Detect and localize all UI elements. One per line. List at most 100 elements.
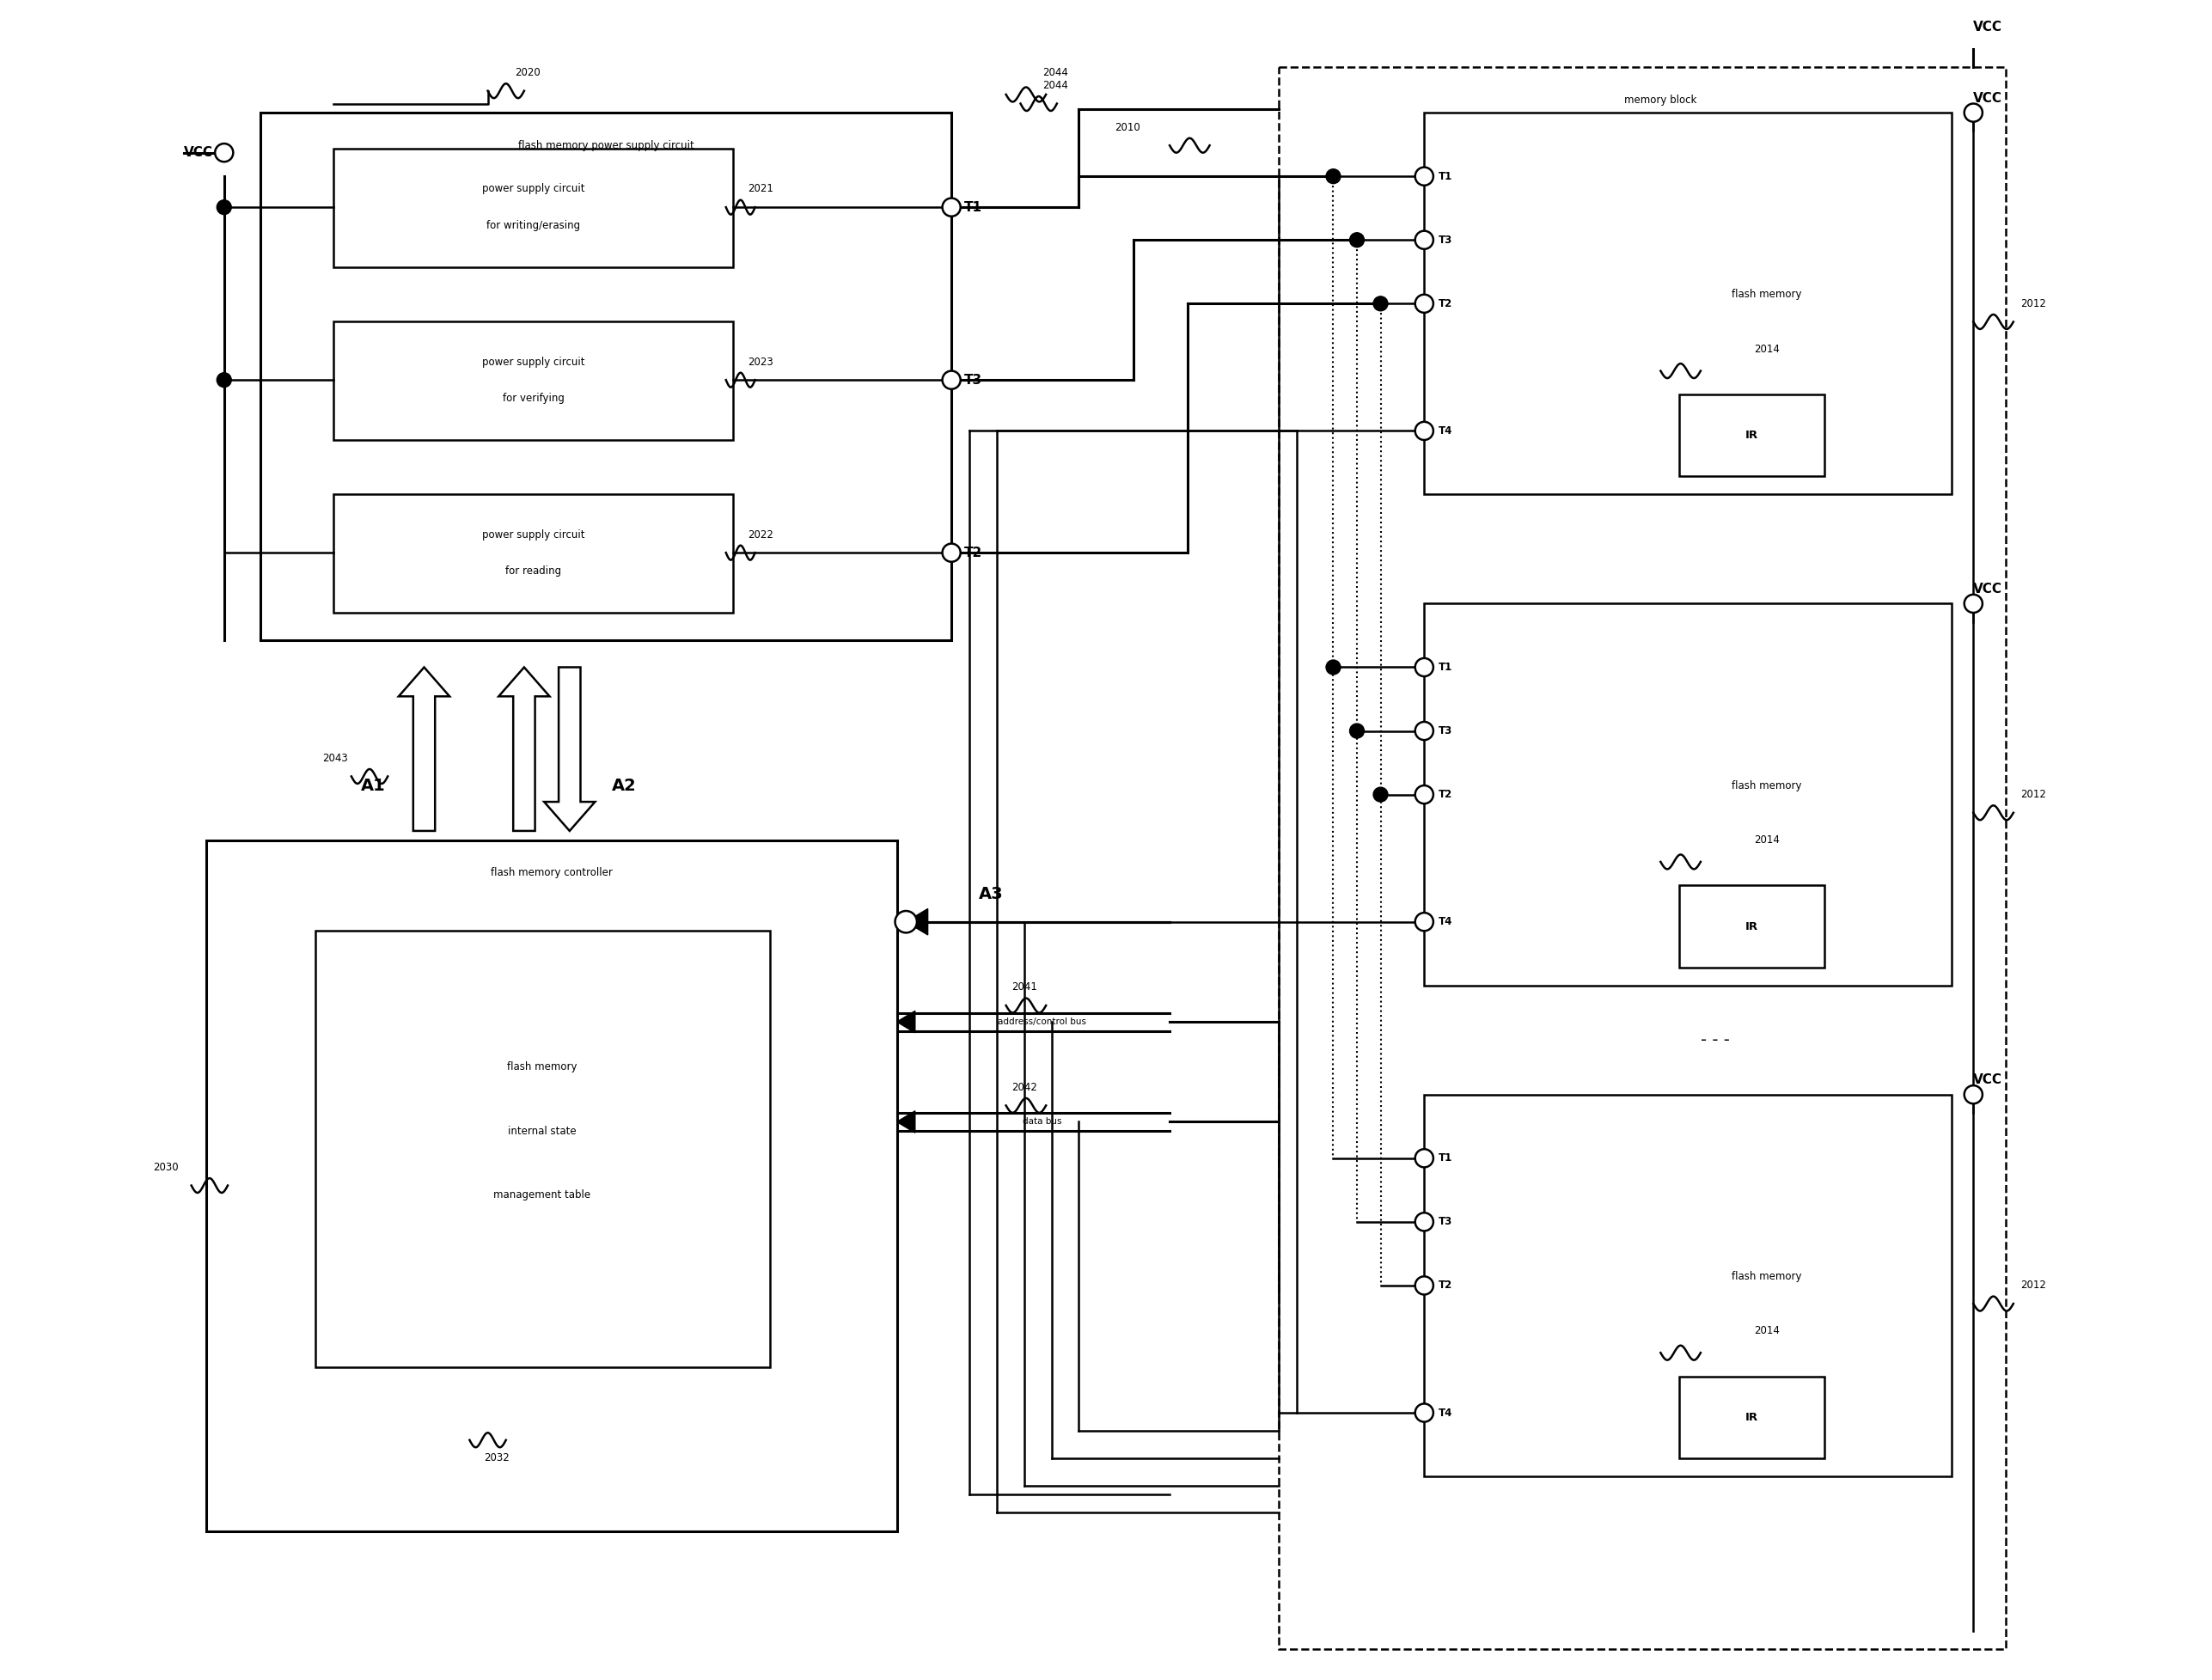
Text: 2023: 2023 — [748, 356, 774, 368]
Text: A1: A1 — [361, 778, 385, 793]
Text: VCC: VCC — [1973, 1074, 2002, 1087]
Bar — [206, 840, 896, 1530]
Circle shape — [217, 200, 232, 215]
Text: T2: T2 — [1438, 1280, 1453, 1290]
Text: T3: T3 — [1438, 1216, 1453, 1228]
Text: 2044: 2044 — [1042, 67, 1068, 79]
Text: T1: T1 — [1438, 171, 1453, 181]
Bar — [334, 494, 732, 613]
Text: A2: A2 — [613, 778, 637, 793]
Bar — [1425, 1095, 1951, 1477]
Text: flash memory: flash memory — [1732, 289, 1803, 301]
Text: T1: T1 — [1438, 1152, 1453, 1164]
Bar — [1279, 67, 2006, 1650]
Text: internal state: internal state — [509, 1126, 577, 1136]
Bar — [314, 931, 770, 1368]
Polygon shape — [907, 909, 927, 934]
Circle shape — [1416, 659, 1433, 677]
Text: flash memory: flash memory — [1732, 1270, 1803, 1282]
Text: memory block: memory block — [1624, 94, 1697, 106]
Circle shape — [1416, 912, 1433, 931]
Circle shape — [942, 371, 960, 390]
Bar — [1679, 395, 1825, 477]
Text: IR: IR — [1745, 921, 1759, 932]
Circle shape — [1416, 294, 1433, 312]
Circle shape — [1416, 1277, 1433, 1295]
Text: VCC: VCC — [1973, 92, 2002, 104]
Text: T4: T4 — [1438, 916, 1453, 927]
Text: 2043: 2043 — [323, 753, 347, 764]
Text: IR: IR — [1745, 430, 1759, 442]
Circle shape — [1349, 234, 1365, 247]
Bar — [1425, 113, 1951, 494]
Text: 2042: 2042 — [1011, 1082, 1037, 1094]
Text: VCC: VCC — [1973, 20, 2002, 34]
Text: 2041: 2041 — [1011, 981, 1037, 993]
Text: T4: T4 — [1438, 1408, 1453, 1418]
Circle shape — [1416, 230, 1433, 249]
Text: 2012: 2012 — [2020, 297, 2046, 309]
Bar — [261, 113, 951, 640]
FancyArrow shape — [398, 667, 449, 832]
Text: IR: IR — [1745, 1411, 1759, 1423]
Text: address/control bus: address/control bus — [998, 1018, 1086, 1026]
Circle shape — [1325, 660, 1340, 675]
Polygon shape — [896, 1110, 916, 1132]
Text: power supply circuit: power supply circuit — [482, 183, 584, 195]
Circle shape — [1416, 168, 1433, 185]
Text: VCC: VCC — [184, 146, 212, 160]
Text: 2020: 2020 — [515, 67, 540, 79]
Text: A3: A3 — [978, 887, 1004, 902]
Circle shape — [1416, 1404, 1433, 1421]
Text: flash memory controller: flash memory controller — [491, 867, 613, 879]
Circle shape — [1374, 296, 1387, 311]
Text: 2021: 2021 — [748, 183, 774, 195]
Bar — [1425, 603, 1951, 986]
Circle shape — [1416, 422, 1433, 440]
Text: T2: T2 — [964, 546, 982, 559]
Text: 2014: 2014 — [1754, 1326, 1781, 1337]
Circle shape — [1349, 724, 1365, 738]
Text: T3: T3 — [1438, 235, 1453, 245]
Text: 2044: 2044 — [1042, 81, 1068, 91]
Circle shape — [1416, 1213, 1433, 1231]
Circle shape — [1325, 170, 1340, 183]
FancyArrow shape — [498, 667, 549, 832]
Text: management table: management table — [493, 1189, 591, 1200]
Text: data bus: data bus — [1022, 1117, 1062, 1126]
Bar — [334, 150, 732, 267]
Text: T2: T2 — [1438, 297, 1453, 309]
Circle shape — [942, 198, 960, 217]
Text: 2030: 2030 — [153, 1161, 179, 1173]
Circle shape — [217, 373, 232, 388]
Bar — [1679, 885, 1825, 968]
Text: - - -: - - - — [1701, 1032, 1730, 1048]
Circle shape — [1964, 1085, 1982, 1104]
Text: 2014: 2014 — [1754, 343, 1781, 354]
Bar — [334, 323, 732, 440]
Text: power supply circuit: power supply circuit — [482, 356, 584, 368]
Circle shape — [942, 544, 960, 561]
Circle shape — [1964, 104, 1982, 121]
Circle shape — [215, 143, 232, 161]
Polygon shape — [896, 1011, 916, 1033]
Text: VCC: VCC — [1973, 583, 2002, 595]
Text: T1: T1 — [1438, 662, 1453, 674]
Text: flash memory: flash memory — [1732, 780, 1803, 791]
Text: T1: T1 — [964, 202, 982, 213]
Text: 2010: 2010 — [1115, 121, 1141, 133]
Text: flash memory: flash memory — [507, 1062, 577, 1074]
Text: 2014: 2014 — [1754, 835, 1781, 845]
Bar — [1679, 1376, 1825, 1458]
Text: for verifying: for verifying — [502, 393, 564, 403]
Text: flash memory power supply circuit: flash memory power supply circuit — [518, 139, 695, 151]
Text: T3: T3 — [1438, 726, 1453, 736]
Text: T3: T3 — [964, 373, 982, 386]
Circle shape — [1416, 722, 1433, 739]
Circle shape — [1416, 786, 1433, 803]
Text: 2012: 2012 — [2020, 790, 2046, 800]
Circle shape — [1374, 788, 1387, 801]
FancyArrow shape — [544, 667, 595, 832]
Text: 2012: 2012 — [2020, 1280, 2046, 1290]
Text: T4: T4 — [1438, 425, 1453, 437]
